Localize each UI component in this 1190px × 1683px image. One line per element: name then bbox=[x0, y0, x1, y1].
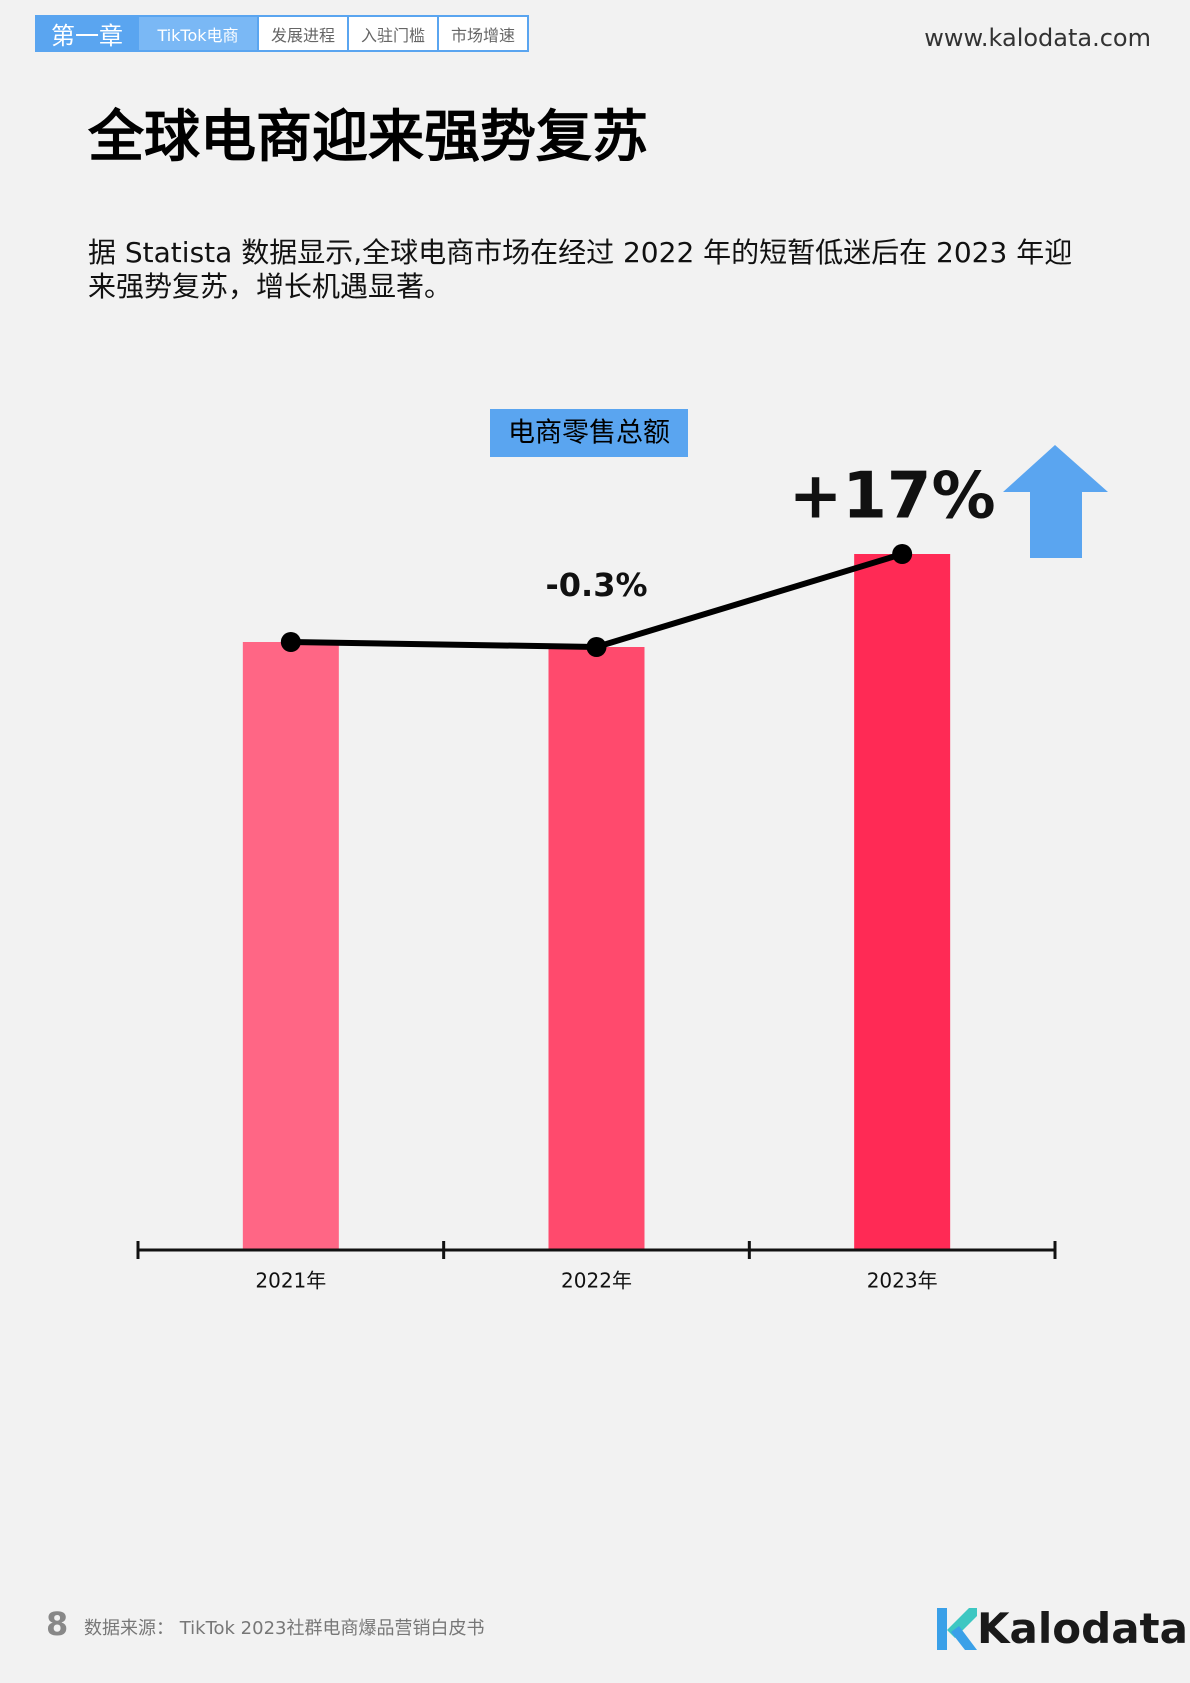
bar bbox=[242, 642, 339, 1250]
x-tick-label: 2023年 bbox=[867, 1269, 938, 1293]
nav-tab[interactable]: 第一章 bbox=[37, 17, 137, 50]
nav-tab[interactable]: 市场增速 bbox=[437, 17, 528, 50]
nav-tab[interactable]: 入驻门槛 bbox=[347, 17, 438, 50]
source: 数据来源： TikTok 2023社群电商爆品营销白皮书 bbox=[84, 1618, 485, 1639]
trend-dot bbox=[892, 544, 913, 564]
logo: Kalodata bbox=[937, 1604, 1188, 1653]
trend-dot bbox=[586, 637, 607, 657]
nav-tab[interactable]: TikTok电商 bbox=[137, 17, 257, 50]
bar bbox=[548, 647, 645, 1250]
page-number: 8 bbox=[46, 1605, 69, 1643]
x-tick-label: 2021年 bbox=[255, 1269, 326, 1293]
up-arrow bbox=[1003, 445, 1108, 558]
growth-annotation: -0.3% bbox=[545, 566, 647, 604]
nav-tab[interactable]: 发展进程 bbox=[257, 17, 348, 50]
trend-dot bbox=[280, 632, 301, 652]
growth-annotation: +17% bbox=[789, 460, 996, 534]
nav-tabs: 第一章 TikTok电商 发展进程 入驻门槛 市场增速 bbox=[35, 15, 530, 52]
x-tick-label: 2022年 bbox=[561, 1269, 632, 1293]
chart-title-box bbox=[490, 409, 688, 457]
bar bbox=[854, 554, 951, 1250]
website: www.kalodata.com bbox=[924, 24, 1151, 52]
description: 据 Statista 数据显示,全球电商市场在经过 2022 年的短暂低迷后在 … bbox=[88, 236, 1073, 303]
logo-icon bbox=[937, 1607, 977, 1650]
chart-title: 电商零售总额 bbox=[508, 418, 670, 449]
page-title: 全球电商迎来强势复苏 bbox=[88, 105, 648, 170]
logo-text: Kalodata bbox=[977, 1604, 1188, 1653]
